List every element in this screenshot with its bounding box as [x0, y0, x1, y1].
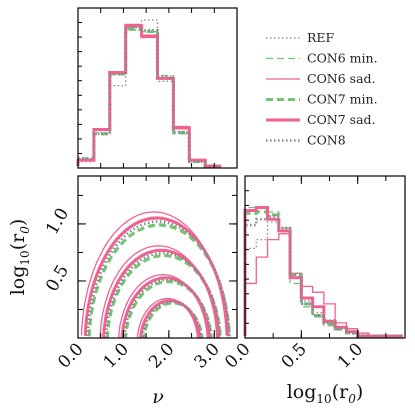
legend-label: CON7 min. [307, 92, 378, 107]
joint-contours [80, 211, 231, 338]
joint-x-tick-labels: 0.0 1.0 2.0 3.0 [54, 339, 224, 372]
x-axis-label-log-arg: (r [332, 381, 349, 403]
joint-frame [77, 175, 238, 339]
marginal-r0-frame [244, 175, 406, 339]
contour-con6-sad-level-2 [118, 274, 208, 338]
hist-series-con8 [76, 26, 222, 168]
contour-ref-level-1 [104, 250, 221, 338]
y-axis-label-log-arg-sub: 0 [18, 226, 32, 234]
marginal-nu-histograms [76, 19, 222, 168]
legend-label: CON8 [307, 133, 346, 148]
hist-series-con7-sad [243, 206, 403, 338]
joint-x-tick-label: 2.0 [145, 339, 178, 372]
marginal-r0-ticks [244, 176, 387, 338]
panel-marginal-nu [76, 7, 238, 169]
hist-series-con8 [243, 214, 403, 338]
x-axis-label-log10r0: log10(r0) [287, 381, 364, 406]
right-x-tick-labels: 0.0 0.5 1.0 [221, 339, 367, 372]
y-axis-label-log-prefix: log [7, 266, 29, 296]
x-axis-label-log-close: ) [356, 381, 363, 403]
joint-y-tick-labels: 0.5 1.0 [42, 205, 73, 295]
panel-joint [77, 175, 238, 339]
contour-con8-level-3 [141, 300, 203, 338]
contour-con7-min-level-0 [87, 223, 231, 337]
joint-x-tick-label: 0.0 [54, 339, 87, 372]
marginal-nu-frame [77, 7, 238, 169]
contour-con7-sad-level-1 [102, 248, 221, 338]
panel-marginal-r0 [243, 175, 406, 339]
hist-series-ref [77, 19, 222, 167]
y-axis-label-log-sub: 10 [18, 250, 32, 265]
joint-ticks [77, 176, 238, 339]
hist-series-con6-sad [244, 233, 403, 337]
x-axis-label-nu: ν [152, 386, 164, 408]
y-axis-label-log-arg: (r [7, 233, 29, 250]
x-axis-label-log-sub: 10 [316, 392, 331, 406]
right-x-tick-label: 0.5 [278, 339, 311, 372]
legend-label: CON7 sad. [307, 112, 376, 127]
y-axis-label-log10r0: log10(r0) [7, 219, 32, 296]
contour-con7-sad-level-0 [83, 216, 230, 336]
joint-y-tick-label: 0.5 [42, 262, 73, 295]
marginal-nu-ticks [77, 8, 238, 168]
contour-con7-min-level-2 [124, 280, 213, 338]
x-axis-label-log-prefix: log [287, 381, 317, 403]
hist-series-con7-min [76, 27, 222, 168]
contour-con8-level-2 [123, 278, 212, 338]
joint-x-tick-label: 3.0 [191, 339, 224, 372]
marginal-r0-histograms [243, 206, 403, 338]
hist-series-con6-min [77, 29, 222, 167]
joint-x-tick-label: 1.0 [100, 339, 133, 372]
legend-label: CON6 min. [307, 51, 378, 66]
y-axis-label-log-close: ) [7, 219, 29, 226]
legend-label: REF [307, 30, 335, 45]
x-axis-label-log-arg-sub: 0 [348, 392, 356, 406]
joint-y-tick-label: 1.0 [42, 205, 73, 238]
contour-con6-sad-level-3 [136, 297, 199, 338]
right-x-tick-label: 1.0 [334, 339, 367, 372]
legend-label: CON6 sad. [307, 71, 376, 86]
right-x-tick-label: 0.0 [221, 339, 254, 372]
hist-series-con7-sad [76, 24, 222, 168]
hist-series-con6-sad [77, 23, 222, 167]
legend: REF CON6 min. CON6 sad. CON7 min. CON7 sad. C… [266, 30, 378, 148]
